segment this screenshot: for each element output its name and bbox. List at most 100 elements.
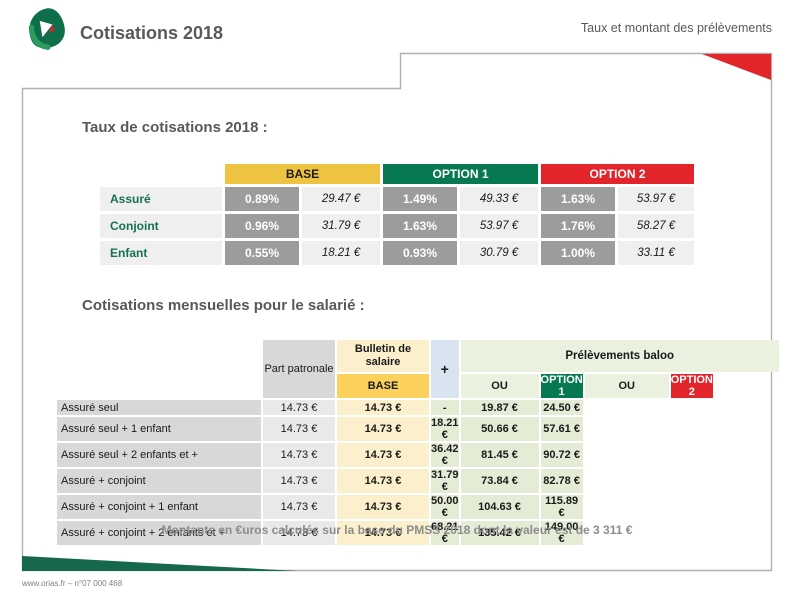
part-patronale-cell: 14.73 € (263, 417, 335, 441)
rates-col-header-1: BASE (225, 164, 380, 184)
part-patronale-cell: 14.73 € (263, 521, 335, 545)
monthly-table: Part patronale Bulletin de salaire + Prélèv… (55, 338, 781, 547)
rates-table-body: Assuré 0.89% 29.47 €1.49% 49.33 €1.63% 53.97… (100, 187, 694, 265)
rate-percent-cell: 1.63% (383, 214, 457, 238)
monthly-row-label: Assuré seul + 1 enfant (57, 417, 261, 441)
monthly-table-head: Part patronale Bulletin de salaire + Prélèv… (57, 340, 779, 398)
plus-separator: + (431, 340, 459, 398)
prelevement-option1-cell: 104.63 € (460, 495, 539, 519)
monthly-row: Assuré + conjoint + 1 enfant 14.73 €14.73… (57, 495, 779, 519)
option2-subheader: OPTION 2 (670, 374, 713, 398)
pmss-note: Montants en €uros calculés sur la base d… (161, 523, 633, 537)
ou-separator-1: OU (460, 374, 539, 398)
rates-header-row: BASE OPTION 1 OPTION 2 (100, 164, 694, 184)
monthly-row: Assuré + conjoint 14.73 €14.73 €31.79 €73… (57, 469, 779, 493)
monthly-row-label: Assuré + conjoint + 1 enfant (57, 495, 261, 519)
rates-row: Assuré 0.89% 29.47 €1.49% 49.33 €1.63% 53.97… (100, 187, 694, 211)
part-patronale-cell: 14.73 € (263, 495, 335, 519)
logo-white-triangle (39, 20, 53, 38)
prelevement-option1-cell: 50.66 € (460, 417, 539, 441)
monthly-row-label: Assuré + conjoint + 2 enfants et + (57, 521, 261, 545)
base-subheader: BASE (337, 374, 429, 398)
rates-row-label: Enfant (100, 241, 222, 265)
rate-percent-cell: 1.49% (383, 187, 457, 211)
prelevement-option1-cell: 135.42 € (460, 521, 539, 545)
rate-amount-cell: 53.97 € (618, 187, 694, 211)
rates-row: Enfant 0.55% 18.21 €0.93% 30.79 €1.00% 33.11… (100, 241, 694, 265)
section1-title: Taux de cotisations 2018 : (82, 119, 268, 136)
logo-red-sliver (48, 24, 55, 34)
rate-percent-cell: 1.63% (541, 187, 615, 211)
prelevement-option1-cell: 19.87 € (460, 400, 539, 415)
part-patronale-cell: 14.73 € (263, 400, 335, 415)
rate-amount-cell: 30.79 € (460, 241, 538, 265)
logo-light-rim (28, 24, 51, 50)
prelevement-base-cell: 68.21 € (431, 521, 459, 545)
content-frame (21, 52, 773, 572)
rate-amount-cell: 29.47 € (302, 187, 380, 211)
bulletin-base-cell: 14.73 € (337, 521, 429, 545)
rates-col-header-2: OPTION 1 (383, 164, 538, 184)
rate-percent-cell: 0.89% (225, 187, 299, 211)
monthly-row-label: Assuré seul (57, 400, 261, 415)
prelevement-base-cell: 18.21 € (431, 417, 459, 441)
monthly-row: Assuré seul 14.73 €14.73 € -19.87 €24.50 € (57, 400, 779, 415)
page-subtitle: Taux et montant des prélèvements (580, 21, 772, 35)
rate-percent-cell: 0.93% (383, 241, 457, 265)
part-patronale-cell: 14.73 € (263, 443, 335, 467)
ou-separator-2: OU (584, 374, 669, 398)
part-patronale-cell: 14.73 € (263, 469, 335, 493)
prelevements-group-header: Prélèvements baloo (460, 340, 779, 372)
rates-table: BASE OPTION 1 OPTION 2 Assuré 0.89% 29.47 €1… (97, 161, 697, 268)
page-title: Cotisations 2018 (80, 23, 224, 43)
rate-percent-cell: 1.00% (541, 241, 615, 265)
monthly-row: Assuré seul + 1 enfant 14.73 €14.73 €18.2… (57, 417, 779, 441)
bulletin-base-cell: 14.73 € (337, 443, 429, 467)
monthly-row: Assuré + conjoint + 2 enfants et +14.73 … (57, 521, 779, 545)
rate-amount-cell: 53.97 € (460, 214, 538, 238)
prelevement-base-cell: 36.42 € (431, 443, 459, 467)
legal-mention: www.orias.fr – n°07 000 468 (22, 579, 123, 588)
part-patronale-header: Part patronale (263, 340, 335, 398)
rates-table-head: BASE OPTION 1 OPTION 2 (100, 164, 694, 184)
monthly-header-row-1: Part patronale Bulletin de salaire + Prélèv… (57, 340, 779, 398)
prelevement-base-cell: - (431, 400, 459, 415)
monthly-corner-spacer (57, 340, 261, 398)
prelevement-base-cell: 31.79 € (431, 469, 459, 493)
bulletin-base-cell: 14.73 € (337, 400, 429, 415)
rates-row: Conjoint 0.96% 31.79 €1.63% 53.97 €1.76% 58.… (100, 214, 694, 238)
rates-row-label: Conjoint (100, 214, 222, 238)
prelevement-option2-cell: 90.72 € (540, 443, 583, 467)
rates-col-header-3: OPTION 2 (541, 164, 694, 184)
rate-amount-cell: 31.79 € (302, 214, 380, 238)
monthly-header-row-2: BASE OU OPTION 1 OU OPTION 2 (57, 374, 779, 398)
prelevement-option1-cell: 81.45 € (460, 443, 539, 467)
rate-amount-cell: 33.11 € (618, 241, 694, 265)
section2-title: Cotisations mensuelles pour le salarié : (82, 297, 365, 314)
red-corner-accent (702, 54, 771, 80)
bulletin-base-cell: 14.73 € (337, 417, 429, 441)
bulletin-base-cell: 14.73 € (337, 469, 429, 493)
rate-amount-cell: 49.33 € (460, 187, 538, 211)
rates-corner-spacer (100, 164, 222, 184)
prelevement-option2-cell: 149.00 € (540, 521, 583, 545)
option1-subheader: OPTION 1 (540, 374, 583, 398)
brand-logo (28, 8, 65, 50)
monthly-row: Assuré seul + 2 enfants et +14.73 €14.73… (57, 443, 779, 467)
rate-amount-cell: 18.21 € (302, 241, 380, 265)
prelevement-option2-cell: 57.61 € (540, 417, 583, 441)
monthly-table-body: Assuré seul 14.73 €14.73 € -19.87 €24.50 €… (57, 400, 779, 545)
monthly-row-label: Assuré + conjoint (57, 469, 261, 493)
prelevement-base-cell: 50.00 € (431, 495, 459, 519)
green-bottom-wedge (22, 556, 298, 571)
rates-row-label: Assuré (100, 187, 222, 211)
prelevement-option2-cell: 82.78 € (540, 469, 583, 493)
rate-amount-cell: 58.27 € (618, 214, 694, 238)
rate-percent-cell: 0.55% (225, 241, 299, 265)
monthly-row-label: Assuré seul + 2 enfants et + (57, 443, 261, 467)
bulletin-base-cell: 14.73 € (337, 495, 429, 519)
prelevement-option1-cell: 73.84 € (460, 469, 539, 493)
rate-percent-cell: 0.96% (225, 214, 299, 238)
prelevement-option2-cell: 115.89 € (540, 495, 583, 519)
